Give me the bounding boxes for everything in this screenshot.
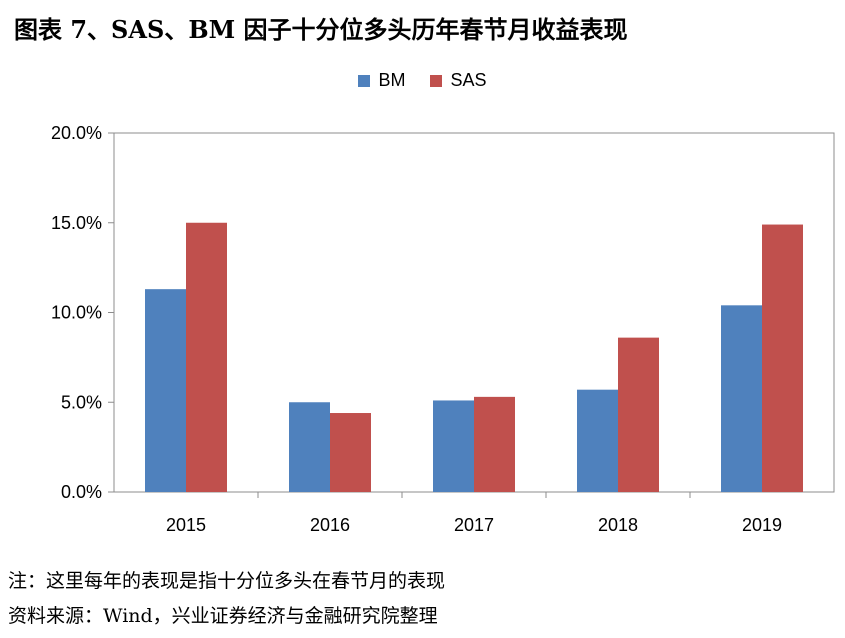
legend-item-sas: SAS bbox=[430, 70, 487, 91]
y-tick-label: 0.0% bbox=[61, 482, 102, 502]
chart-title: 图表 7、SAS、BM 因子十分位多头历年春节月收益表现 bbox=[14, 15, 628, 44]
source-note: 资料来源：Wind，兴业证券经济与金融研究院整理 bbox=[8, 605, 438, 627]
legend-label-sas: SAS bbox=[450, 70, 487, 90]
x-tick-label: 2018 bbox=[598, 515, 638, 535]
bar-bm-2016 bbox=[289, 402, 330, 492]
legend-swatch-bm bbox=[358, 74, 371, 87]
bar-sas-2017 bbox=[474, 396, 515, 492]
bar-sas-2015 bbox=[186, 222, 227, 492]
x-tick-label: 2017 bbox=[454, 515, 494, 535]
bar-bm-2015 bbox=[145, 289, 186, 492]
footnote: 注：这里每年的表现是指十分位多头在春节月的表现 bbox=[8, 570, 446, 592]
bar-bm-2018 bbox=[577, 389, 618, 492]
bar-sas-2016 bbox=[330, 413, 371, 492]
bar-chart: 0.0% 5.0% 10.0% 15.0% 20.0% 2015 2016 2017 2018 2… bbox=[51, 123, 835, 535]
x-tick-label: 2015 bbox=[166, 515, 206, 535]
bar-sas-2018 bbox=[618, 337, 659, 492]
bar-sas-2019 bbox=[762, 224, 803, 493]
legend-label-bm: BM bbox=[378, 70, 406, 90]
legend-swatch-sas bbox=[430, 74, 443, 87]
y-tick-label: 10.0% bbox=[51, 303, 102, 323]
y-tick-label: 15.0% bbox=[51, 213, 102, 233]
legend-item-bm: BM bbox=[358, 70, 405, 91]
y-tick-label: 5.0% bbox=[61, 392, 102, 412]
y-tick-label: 20.0% bbox=[51, 123, 102, 143]
x-tick-label: 2016 bbox=[310, 515, 350, 535]
chart-legend: BM SAS bbox=[0, 70, 845, 92]
x-tick-label: 2019 bbox=[742, 515, 782, 535]
bar-bm-2017 bbox=[433, 400, 474, 492]
bar-bm-2019 bbox=[721, 305, 762, 492]
